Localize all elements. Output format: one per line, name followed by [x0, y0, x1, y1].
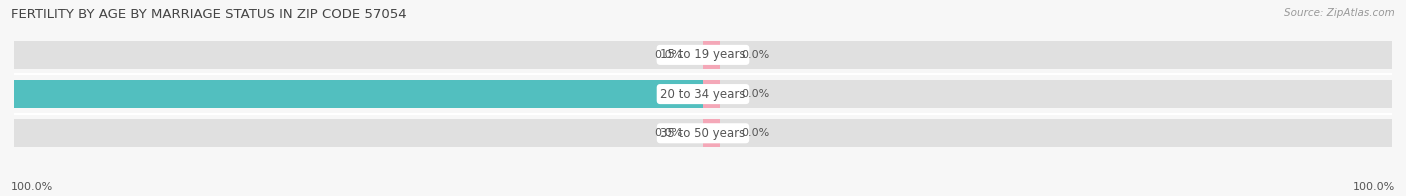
Text: 35 to 50 years: 35 to 50 years: [661, 127, 745, 140]
Bar: [14, 119, 703, 147]
Bar: [703, 41, 1392, 69]
Bar: [703, 119, 1392, 147]
Text: FERTILITY BY AGE BY MARRIAGE STATUS IN ZIP CODE 57054: FERTILITY BY AGE BY MARRIAGE STATUS IN Z…: [11, 8, 406, 21]
Bar: [703, 119, 720, 147]
Text: Source: ZipAtlas.com: Source: ZipAtlas.com: [1284, 8, 1395, 18]
Bar: [703, 80, 720, 108]
Legend: Married, Unmarried: Married, Unmarried: [623, 193, 783, 196]
Text: 100.0%: 100.0%: [11, 182, 53, 192]
Text: 0.0%: 0.0%: [654, 50, 682, 60]
Text: 100.0%: 100.0%: [1353, 182, 1395, 192]
Bar: [703, 80, 1392, 108]
Text: 0.0%: 0.0%: [741, 89, 769, 99]
Bar: [703, 41, 720, 69]
Bar: [14, 80, 703, 108]
Text: 0.0%: 0.0%: [654, 128, 682, 138]
Text: 15 to 19 years: 15 to 19 years: [661, 48, 745, 61]
Text: 0.0%: 0.0%: [741, 128, 769, 138]
Text: 20 to 34 years: 20 to 34 years: [661, 88, 745, 101]
Bar: [14, 80, 703, 108]
Bar: [14, 41, 703, 69]
Text: 0.0%: 0.0%: [741, 50, 769, 60]
